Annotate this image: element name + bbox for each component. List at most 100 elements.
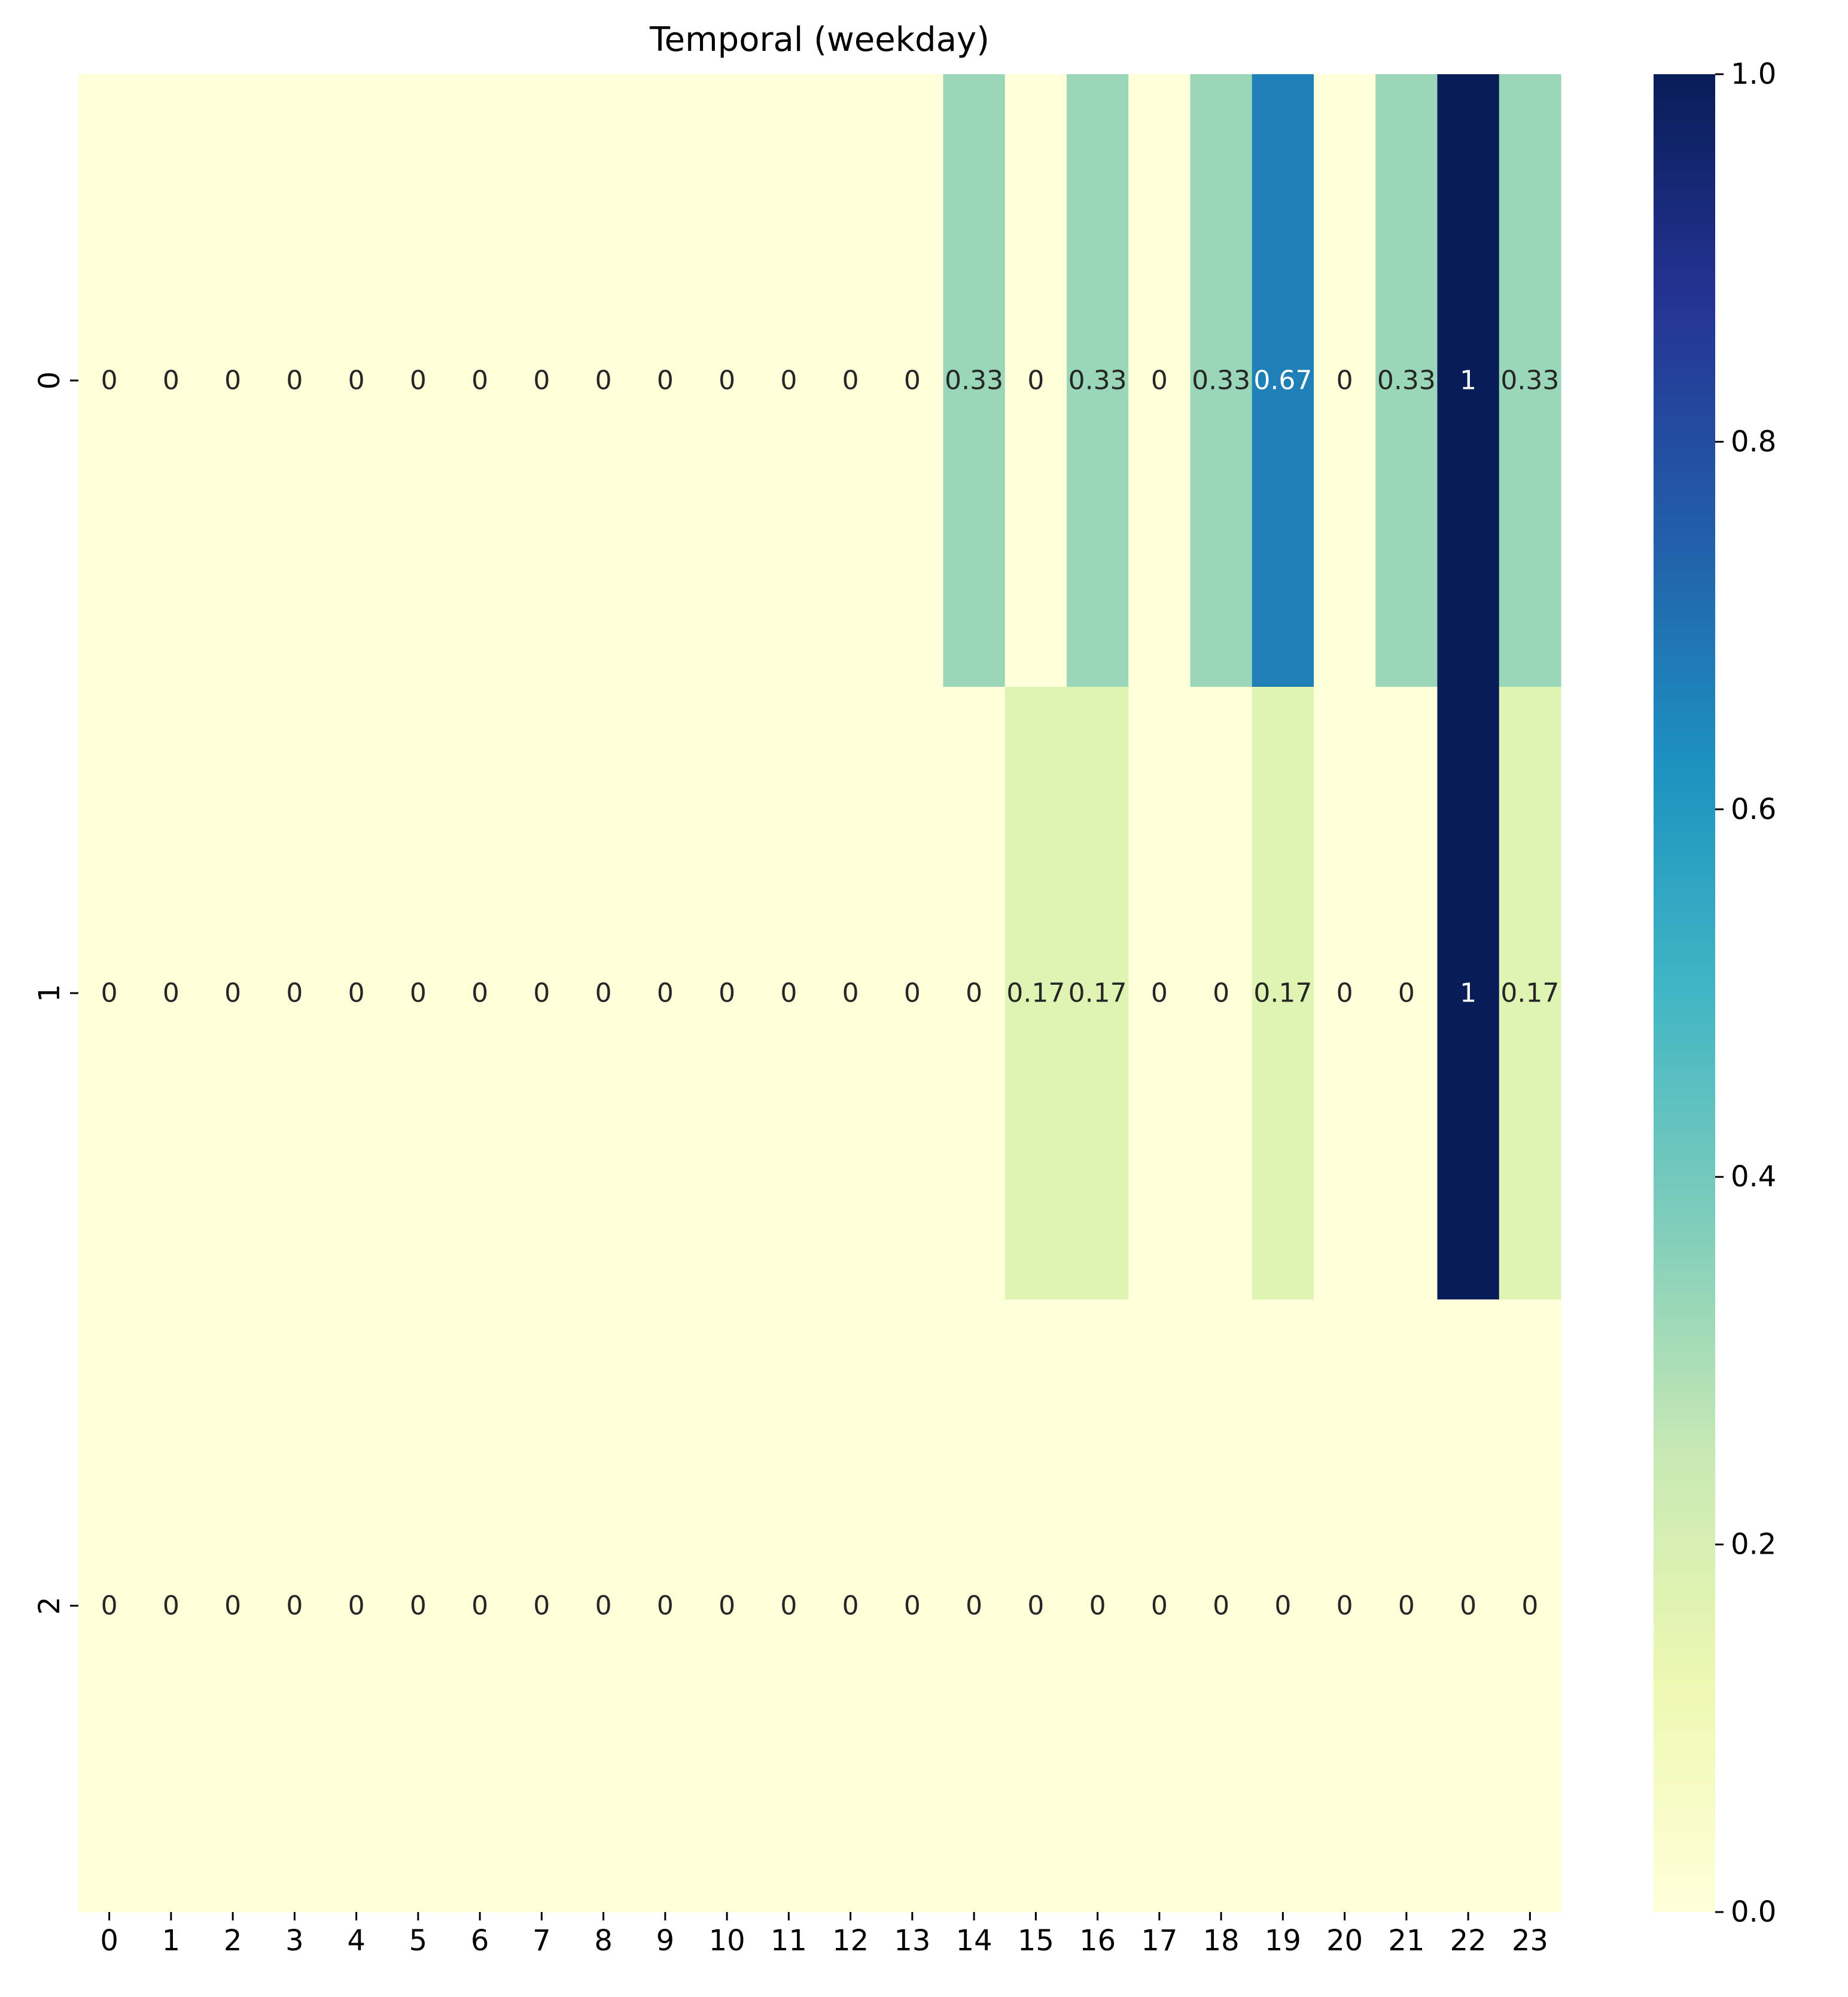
cell-annotation: 0 (101, 366, 118, 396)
cell-annotation: 0 (348, 366, 365, 396)
heatmap-cell (78, 74, 141, 687)
x-axis: 0 1 2 3 4 5 6 7 8 9 10 11 12 13 14 15 16 17 18 19 20 21 22 23 (100, 1912, 1548, 1958)
heatmap-cell (1004, 74, 1067, 687)
x-tick-label: 20 (1326, 1924, 1363, 1958)
heatmap-cell (1128, 74, 1191, 687)
x-tick-label: 22 (1450, 1924, 1487, 1958)
heatmap-cell (757, 1299, 820, 1913)
cell-annotation: 0 (1151, 978, 1168, 1009)
cell-annotation: 0.33 (1377, 366, 1436, 396)
cell-annotation: 0 (1336, 366, 1353, 396)
cell-annotation: 0 (410, 978, 427, 1009)
cell-annotation: 0 (348, 1591, 365, 1621)
cell-annotation: 0 (163, 366, 179, 396)
heatmap-cell (140, 687, 203, 1300)
x-tick-label: 3 (285, 1924, 304, 1958)
heatmap-cell (202, 74, 264, 687)
cell-annotation: 0 (286, 978, 303, 1009)
cell-annotation: 0.67 (1253, 366, 1312, 396)
heatmap-cell (1004, 1299, 1067, 1913)
x-tick-label: 5 (409, 1924, 428, 1958)
cell-annotation: 0 (1460, 1591, 1476, 1621)
heatmap-cell (1190, 74, 1253, 687)
cell-annotation: 0 (163, 978, 179, 1009)
cell-annotation: 0 (719, 1591, 735, 1621)
heatmap-cell (263, 74, 326, 687)
x-tick-label: 16 (1079, 1924, 1116, 1958)
heatmap-cell (449, 687, 512, 1300)
x-tick-label: 21 (1388, 1924, 1424, 1958)
colorbar-tick-label: 0.0 (1731, 1895, 1776, 1929)
cell-annotations: 0 0 0 0 0 0 0 0 0 0 0 0 0 0 0.33 0 0.33 0 0.33 0.67 0 0.33 1 0.… (101, 366, 1560, 1621)
heatmap-cell (1499, 687, 1561, 1300)
heatmap-cell (1190, 687, 1253, 1300)
heatmap-cell (449, 1299, 512, 1913)
heatmap-cell (1437, 74, 1500, 687)
heatmap-cell (387, 1299, 450, 1913)
cell-annotation: 0 (595, 366, 612, 396)
heatmap-cell (263, 687, 326, 1300)
x-tick-label: 14 (956, 1924, 992, 1958)
cell-annotation: 0 (904, 1591, 921, 1621)
cell-annotation: 0 (101, 978, 118, 1009)
heatmap-cell (325, 1299, 388, 1913)
cell-annotation: 1 (1460, 978, 1476, 1009)
cell-annotation: 0 (1089, 1591, 1106, 1621)
cell-annotation: 0.33 (945, 366, 1003, 396)
heatmap-cell (1499, 1299, 1561, 1913)
heatmap-cell (943, 687, 1006, 1300)
cell-annotation: 0 (842, 978, 859, 1009)
cell-annotation: 0 (286, 1591, 303, 1621)
cell-annotation: 0 (533, 1591, 550, 1621)
heatmap-cell (510, 74, 573, 687)
heatmap-cell (573, 74, 635, 687)
cell-annotation: 0 (595, 978, 612, 1009)
cell-annotation: 0 (657, 978, 674, 1009)
heatmap-cell (202, 1299, 264, 1913)
heatmap-cell (387, 74, 450, 687)
y-tick-label: 1 (33, 984, 66, 1003)
colorbar-tick-label: 0.2 (1731, 1528, 1776, 1561)
x-tick-label: 15 (1018, 1924, 1054, 1958)
x-tick-label: 13 (894, 1924, 930, 1958)
x-tick-label: 4 (347, 1924, 366, 1958)
cell-annotation: 0 (719, 978, 735, 1009)
heatmap-cell (78, 1299, 141, 1913)
chart-title: Temporal (weekday) (649, 20, 990, 59)
cell-annotation: 0 (842, 366, 859, 396)
heatmap-cell (1252, 74, 1314, 687)
heatmap-cell (881, 74, 944, 687)
heatmap-cell (510, 1299, 573, 1913)
heatmap-cell (1067, 74, 1129, 687)
cell-annotation: 0 (1027, 1591, 1044, 1621)
heatmap-cell (881, 1299, 944, 1913)
x-tick-label: 6 (471, 1924, 489, 1958)
cell-annotation: 0 (224, 1591, 241, 1621)
x-tick-label: 23 (1512, 1924, 1548, 1958)
heatmap-cell (325, 74, 388, 687)
cell-annotation: 0 (101, 1591, 118, 1621)
cell-annotation: 0 (471, 366, 488, 396)
cell-annotation: 0 (595, 1591, 612, 1621)
colorbar-tick-label: 0.6 (1731, 793, 1776, 826)
cell-annotation: 0 (224, 978, 241, 1009)
colorbar: 0.0 0.2 0.4 0.6 0.8 1.0 (1654, 57, 1776, 1929)
heatmap-cell (510, 687, 573, 1300)
heatmap-cell (140, 74, 203, 687)
cell-annotation: 0.33 (1500, 366, 1559, 396)
cell-annotation: 0.17 (1253, 978, 1312, 1009)
heatmap-cell (387, 687, 450, 1300)
cell-annotation: 0.17 (1500, 978, 1559, 1009)
x-tick-label: 10 (709, 1924, 745, 1958)
x-tick-label: 0 (100, 1924, 118, 1958)
x-tick-label: 12 (832, 1924, 869, 1958)
y-tick-label: 0 (33, 372, 66, 390)
cell-annotation: 0 (533, 366, 550, 396)
cell-annotation: 0 (719, 366, 735, 396)
cell-annotation: 0 (471, 1591, 488, 1621)
heatmap-cell (943, 74, 1006, 687)
heatmap-cell (757, 74, 820, 687)
cell-annotation: 0 (286, 366, 303, 396)
cell-annotation: 0 (1398, 978, 1415, 1009)
x-tick-label: 7 (532, 1924, 551, 1958)
